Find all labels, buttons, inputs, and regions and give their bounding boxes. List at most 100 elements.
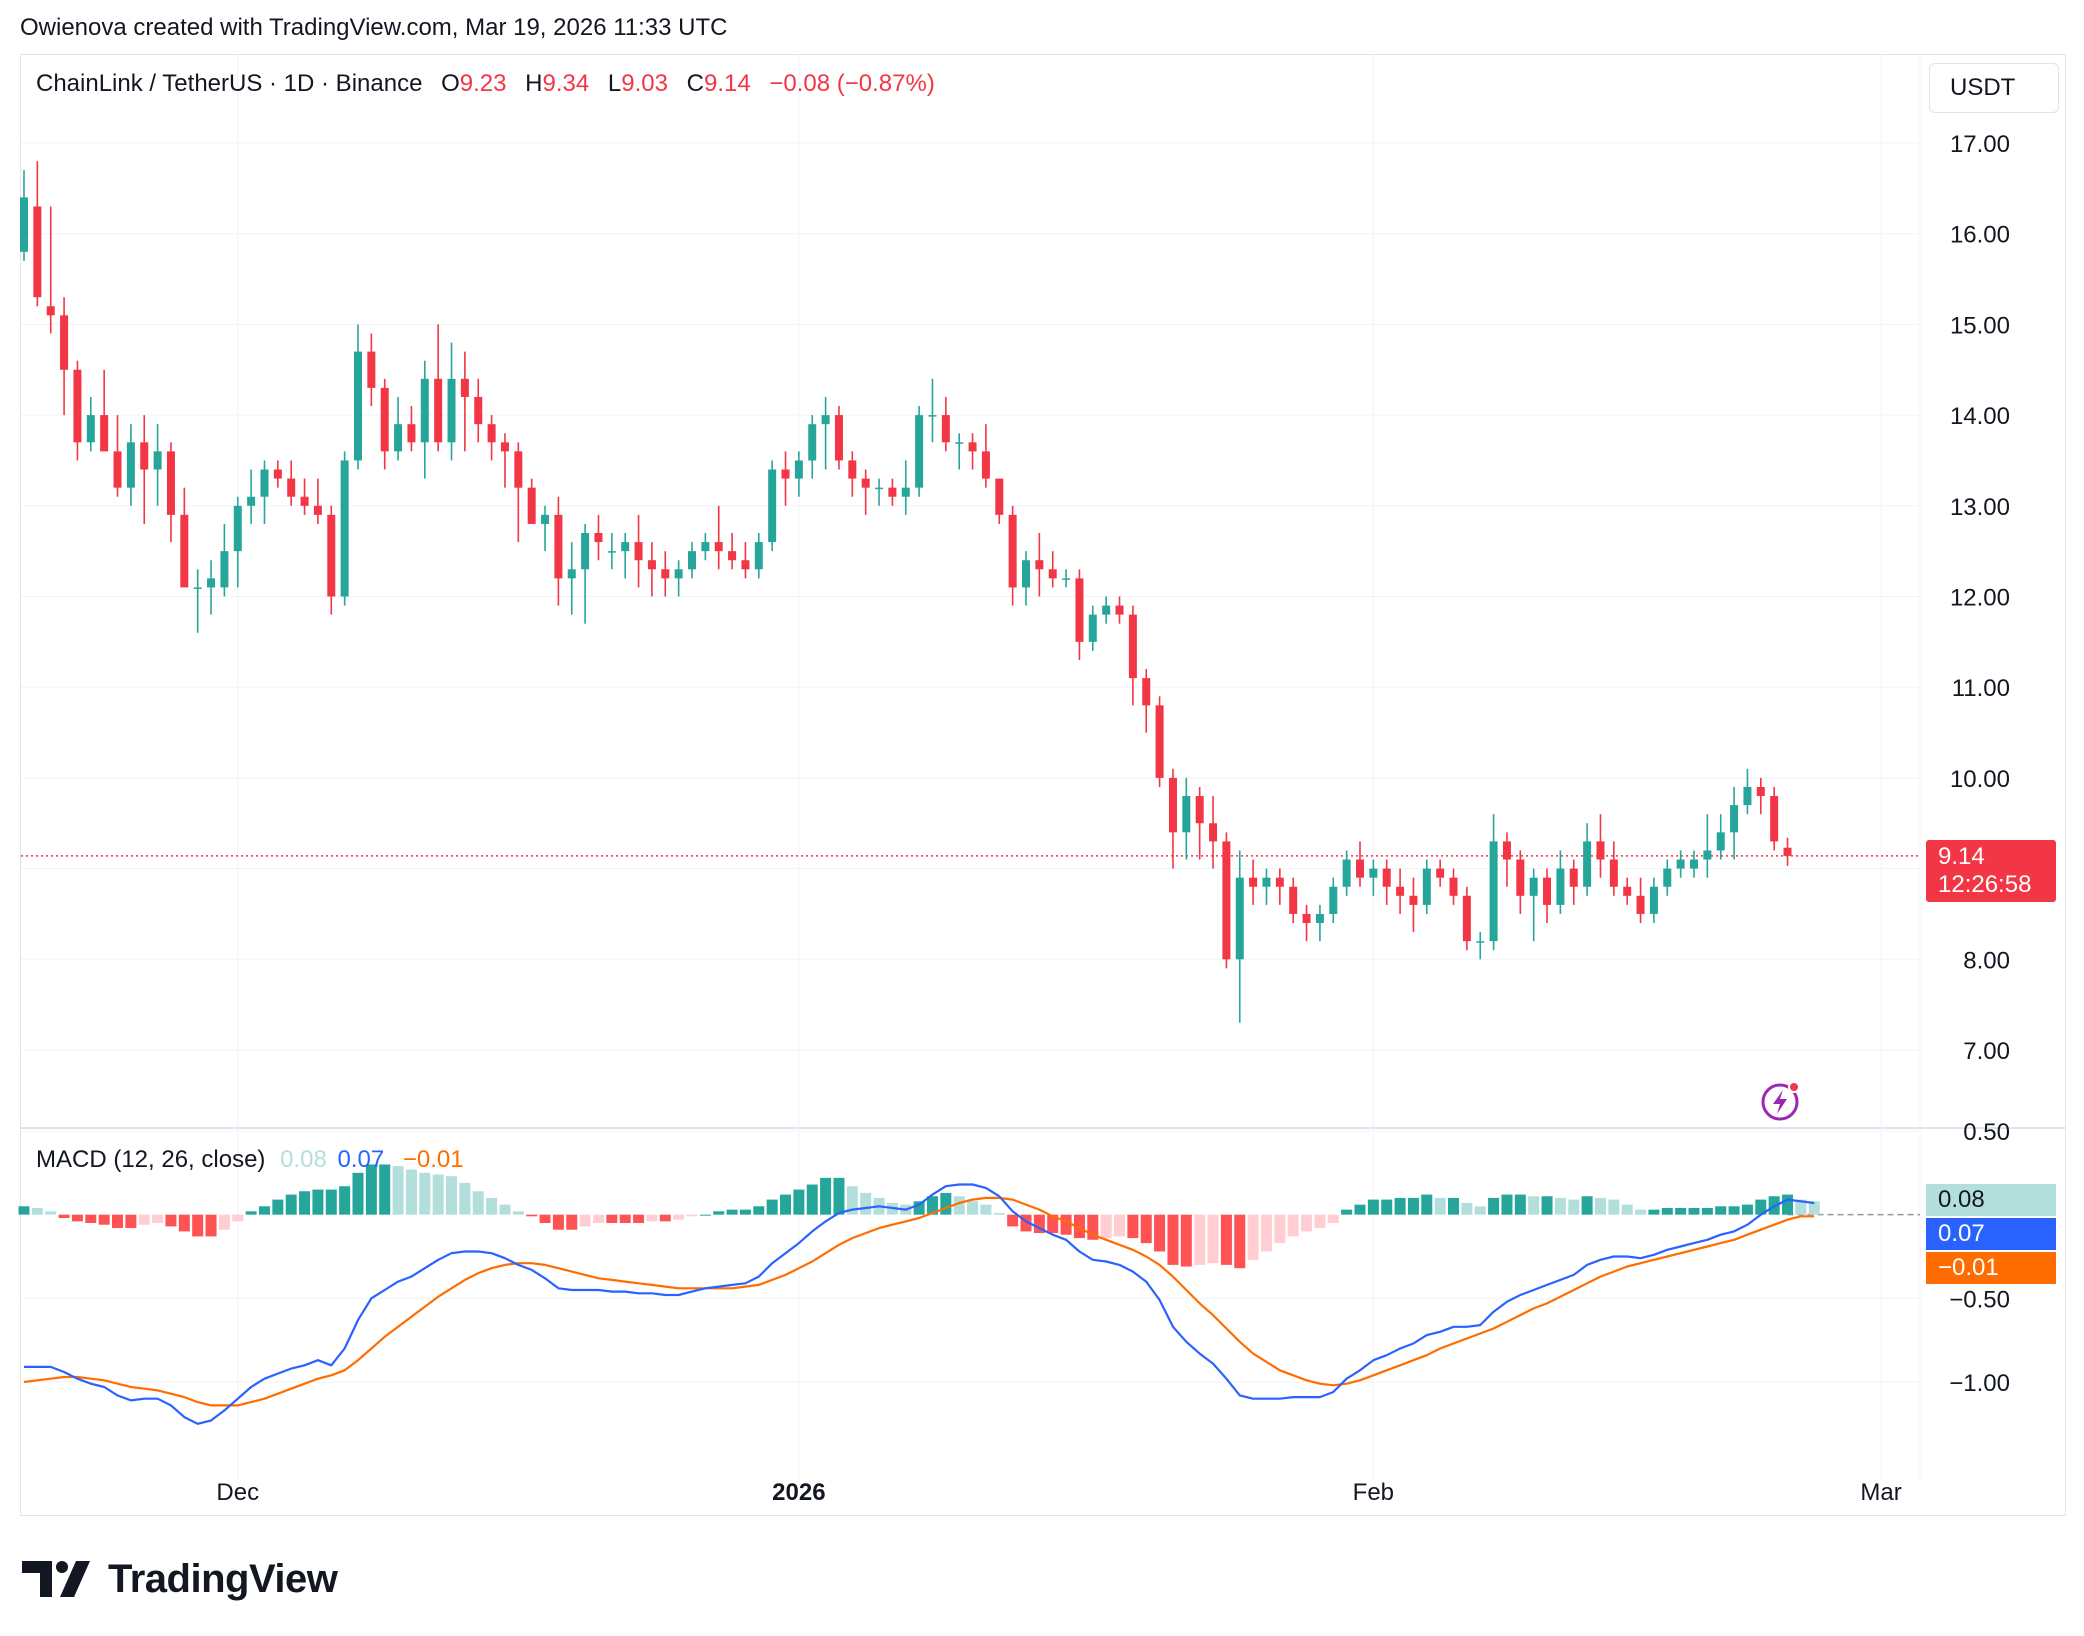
candle-body: [1048, 569, 1057, 579]
candle: [1222, 832, 1231, 969]
candle: [1128, 605, 1137, 706]
candle-body: [1022, 560, 1030, 588]
candle-body: [1142, 678, 1151, 706]
candle: [1489, 814, 1498, 951]
candle: [1356, 841, 1364, 887]
macd-histogram-bar: [31, 1207, 43, 1215]
candle-body: [834, 415, 843, 461]
candle: [260, 460, 269, 524]
macd-histogram-bar: [1381, 1199, 1393, 1215]
macd-histogram-bar: [1154, 1214, 1166, 1252]
macd-histogram-bar: [1701, 1207, 1713, 1215]
candle-body: [420, 378, 429, 443]
macd-histogram-bar: [619, 1214, 631, 1224]
candle: [1436, 859, 1445, 887]
candle-body: [113, 451, 122, 488]
candle: [1663, 859, 1672, 896]
macd-histogram-bar: [673, 1214, 685, 1220]
candle-body: [594, 533, 603, 543]
candle: [300, 478, 309, 515]
candle: [60, 297, 69, 416]
candle: [420, 360, 429, 479]
candle-body: [1008, 514, 1017, 588]
candle-body: [607, 551, 616, 553]
candle: [287, 460, 296, 506]
candle: [46, 206, 55, 334]
macd-histogram-bar: [1167, 1214, 1179, 1265]
candle-body: [1649, 886, 1658, 914]
candle-body: [394, 424, 403, 452]
candle-body: [1128, 614, 1137, 679]
candle: [1676, 850, 1685, 878]
macd-histogram-bar: [1782, 1194, 1794, 1215]
tradingview-logo[interactable]: TradingView: [22, 1554, 338, 1604]
macd-line-value: 0.07: [337, 1146, 385, 1173]
candle: [1730, 786, 1739, 860]
candle: [861, 469, 870, 515]
candle-body: [1636, 895, 1645, 914]
candle-body: [688, 551, 696, 570]
macd-histogram-bar: [1608, 1199, 1620, 1215]
low-value: 9.03: [621, 70, 668, 97]
candle: [73, 360, 82, 461]
candle: [1155, 696, 1164, 787]
macd-signal-tag: −0.01: [1926, 1252, 2056, 1284]
candle: [1556, 850, 1565, 914]
candle: [728, 533, 737, 570]
candle-body: [1155, 705, 1164, 778]
macd-signal-line: [23, 1196, 1815, 1407]
macd-histogram-bar: [1421, 1194, 1433, 1215]
macd-histogram-bar: [1047, 1214, 1059, 1234]
candle: [220, 523, 229, 597]
candle: [794, 451, 803, 497]
macd-histogram-bar: [1314, 1214, 1326, 1229]
macd-histogram-bar: [1514, 1194, 1526, 1215]
candle-body: [581, 533, 590, 570]
candle-body: [500, 442, 509, 452]
macd-histogram-bar: [1795, 1199, 1807, 1215]
macd-histogram-bar: [1220, 1214, 1232, 1265]
candle-body: [1703, 850, 1712, 860]
candle-body: [1462, 895, 1471, 942]
candle: [1342, 850, 1351, 896]
candle-body: [1088, 614, 1097, 642]
candle-body: [1770, 796, 1779, 842]
candle-body: [901, 487, 910, 497]
candle-body: [1102, 605, 1111, 615]
candle: [1569, 859, 1578, 905]
macd-histogram-bar: [993, 1212, 1005, 1215]
macd-histogram-bar: [659, 1214, 671, 1222]
candle: [153, 424, 162, 506]
candle: [407, 406, 416, 452]
macd-histogram-bar: [1194, 1214, 1206, 1265]
candle: [180, 487, 189, 588]
currency-button[interactable]: USDT: [1929, 63, 2059, 113]
candle: [1449, 868, 1458, 905]
candle: [808, 415, 817, 479]
candle-body: [567, 569, 576, 579]
macd-histogram-bar: [125, 1214, 137, 1229]
macd-histogram-bar: [272, 1199, 284, 1215]
candles-layer: [20, 161, 1792, 1023]
macd-histogram-bar: [753, 1206, 765, 1215]
candle: [140, 415, 149, 524]
candle: [621, 533, 630, 579]
candle: [474, 378, 483, 443]
candle: [1168, 768, 1177, 869]
candle-body: [1543, 877, 1552, 905]
candle: [1088, 605, 1097, 651]
candle-body: [1209, 823, 1218, 842]
macd-title: MACD (12, 26, close): [36, 1146, 266, 1173]
candle: [514, 442, 523, 543]
candle: [1649, 877, 1658, 924]
candle-body: [20, 197, 28, 252]
candle-body: [367, 351, 376, 388]
candle-body: [180, 514, 189, 588]
candle: [113, 415, 122, 497]
lightning-icon[interactable]: [1760, 1080, 1802, 1122]
macd-histogram-bar: [365, 1164, 377, 1215]
candle: [166, 442, 175, 543]
candle-body: [741, 560, 750, 570]
candle: [1756, 777, 1765, 815]
